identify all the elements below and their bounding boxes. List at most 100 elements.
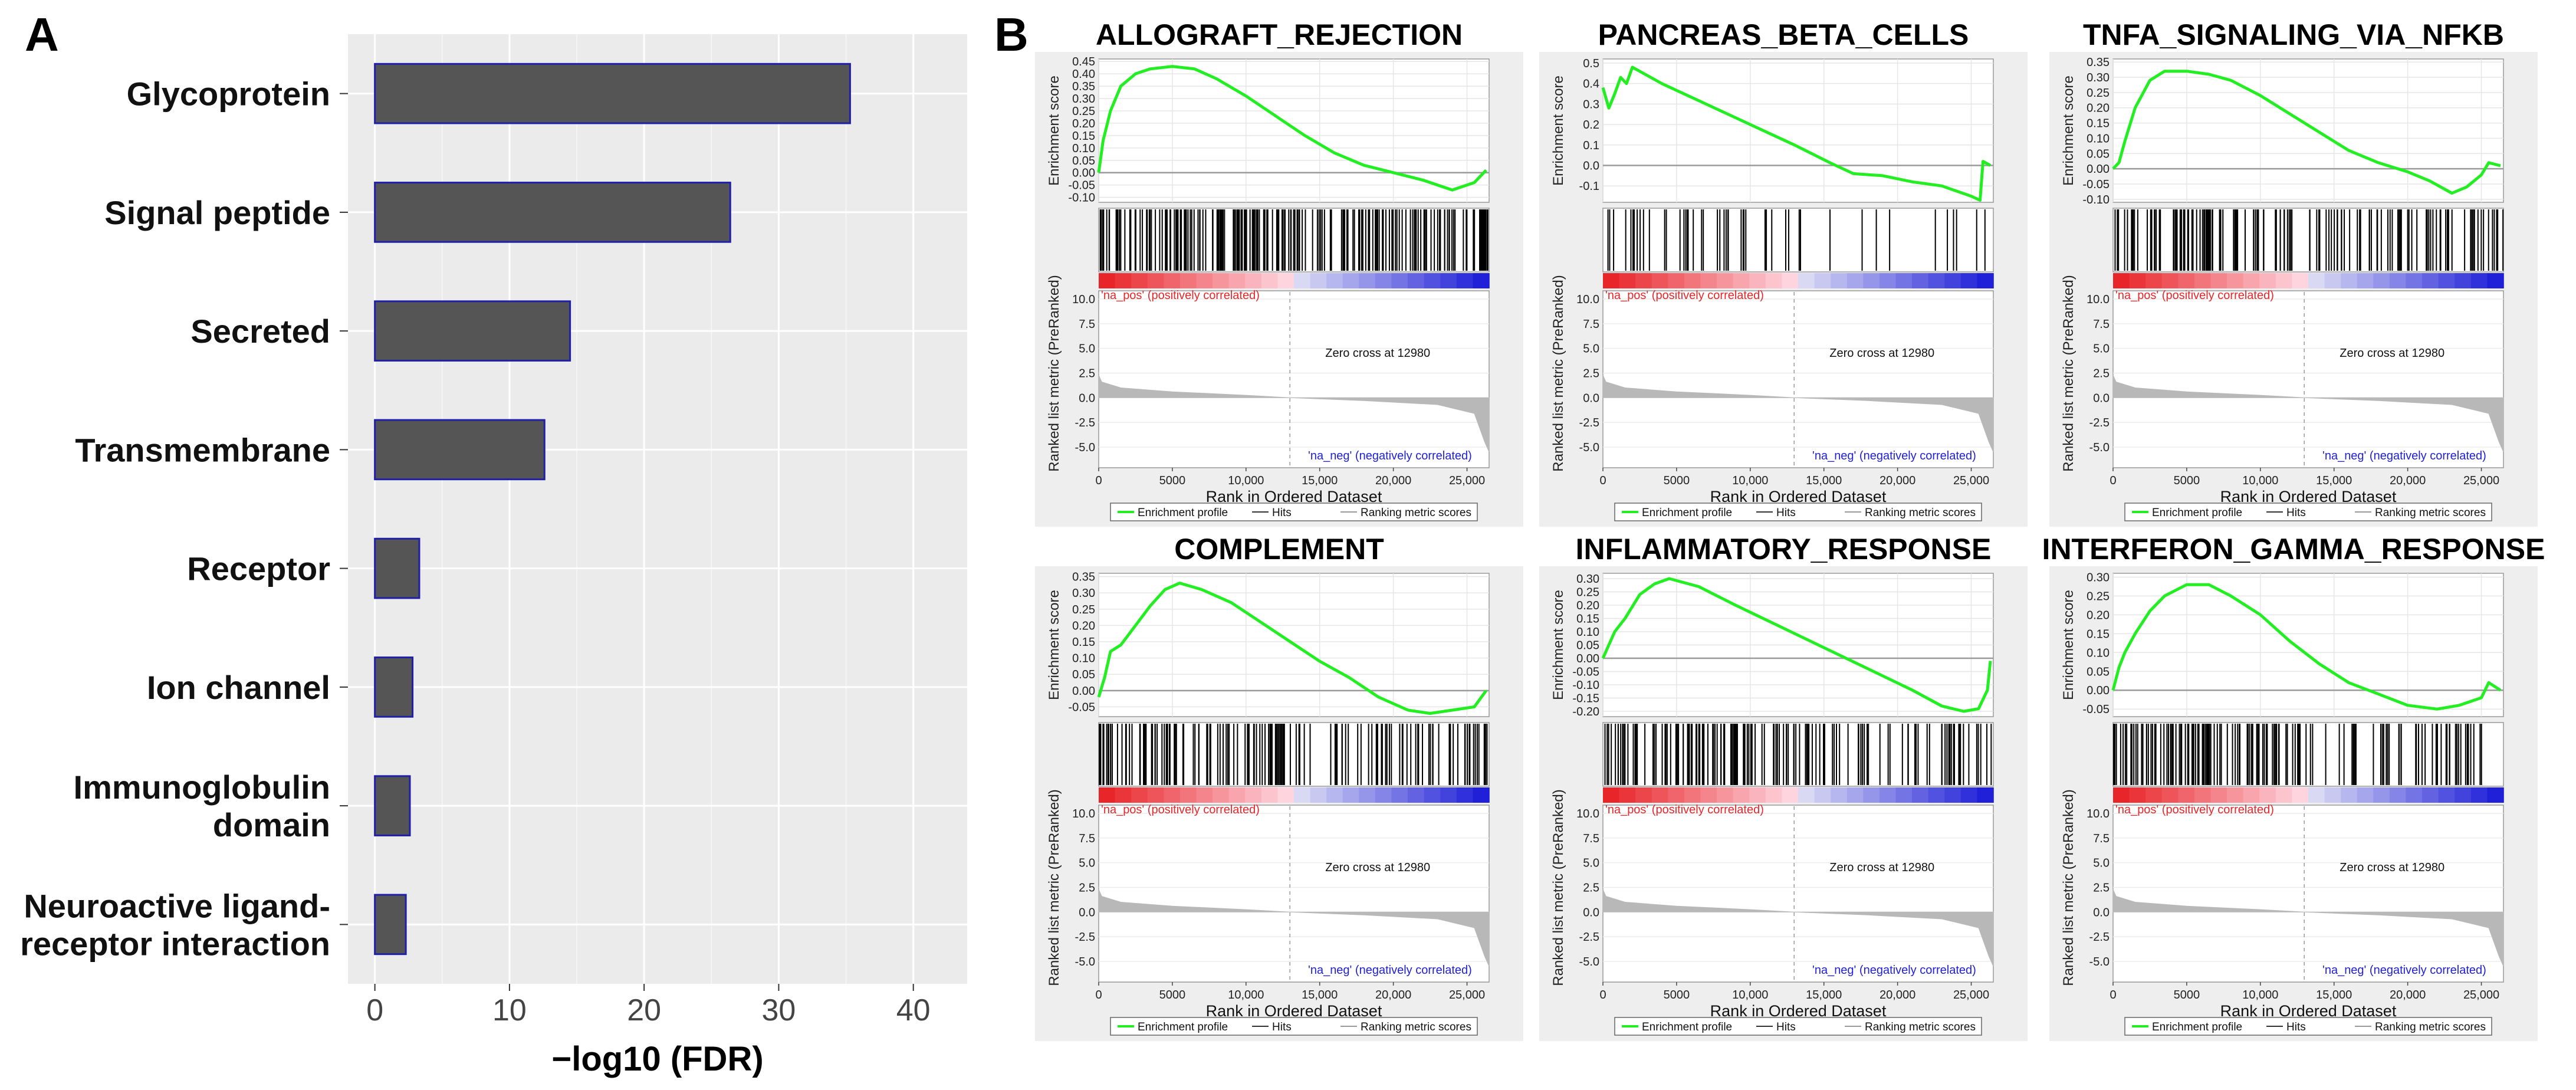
metric-tick-label: 5.0	[2093, 857, 2110, 870]
ranking-color-segment	[1147, 273, 1165, 288]
ranking-color-segment	[2406, 273, 2423, 288]
enrichment-profile-line	[2112, 70, 2501, 195]
ranking-color-segment	[2129, 787, 2146, 803]
ranking-color-segment	[1798, 787, 1815, 803]
x-axis-label: −log10 (FDR)	[551, 1040, 763, 1078]
es-tick-label: 0.05	[1072, 155, 1095, 168]
ranking-color-segment	[2422, 787, 2439, 803]
es-y-axis-label: Enrichment score	[1046, 590, 1062, 700]
legend-label: Ranking metric scores	[1865, 507, 1976, 519]
ranking-color-segment	[2178, 273, 2195, 288]
ranking-color-segment	[1294, 273, 1311, 288]
ranking-color-segment	[1213, 273, 1230, 288]
es-tick-label: 0.20	[1072, 619, 1095, 632]
legend-label: Ranking metric scores	[1361, 1021, 1471, 1033]
pos-correlated-label: 'na_pos' (positively correlated)	[1605, 289, 1764, 302]
x-tick-label: 25,000	[1449, 474, 1485, 487]
es-tick-label: -0.10	[1572, 679, 1599, 692]
metric-plot-area	[1098, 805, 1490, 983]
legend-label: Enrichment profile	[1138, 507, 1228, 519]
x-tick-label: 20,000	[1880, 989, 1915, 1002]
ranking-color-segment	[2308, 787, 2325, 803]
gsea-title: INTERFERON_GAMMA_RESPONSE	[2042, 533, 2545, 566]
metric-y-axis-label: Ranked list metric (PreRanked)	[2061, 275, 2076, 471]
ranking-color-segment	[1831, 787, 1848, 803]
legend-label: Ranking metric scores	[1865, 1021, 1976, 1033]
ranking-color-segment	[2194, 273, 2212, 288]
gsea-title: PANCREAS_BETA_CELLS	[1598, 18, 1969, 51]
ranking-color-segment	[2470, 787, 2488, 803]
ranking-color-segment	[1619, 787, 1636, 803]
x-tick-label: 5000	[1159, 474, 1186, 487]
metric-tick-label: 2.5	[1583, 367, 1599, 380]
ranking-color-segment	[1473, 273, 1490, 288]
ranking-color-segment	[2227, 787, 2244, 803]
ranking-color-segment	[1668, 787, 1685, 803]
ranking-color-segment	[2438, 273, 2456, 288]
ranking-color-segment	[1261, 273, 1279, 288]
x-tick-label: 5000	[2174, 474, 2200, 487]
category-label-line: Glycoprotein	[127, 75, 330, 113]
es-y-axis-label: Enrichment score	[2061, 590, 2076, 700]
es-tick-label: 0.30	[1576, 573, 1599, 586]
ranking-color-segment	[1326, 787, 1343, 803]
x-tick-label: 20	[627, 993, 661, 1027]
legend-label: Ranking metric scores	[1361, 507, 1471, 519]
gsea-panel-2: TNFA_SIGNALING_VIA_NFKB 0.35 0.30 0.25 0.20 0…	[2049, 18, 2538, 527]
ranking-color-segment	[1456, 787, 1474, 803]
x-tick-label: 0	[1599, 989, 1606, 1002]
bar-3	[374, 419, 546, 481]
ranking-color-segment	[1196, 787, 1213, 803]
metric-tick-label: 0.0	[1583, 906, 1599, 919]
es-tick-label: 0.25	[1072, 105, 1095, 118]
es-tick-label: 0.40	[1072, 68, 1095, 81]
ranking-color-segment	[1733, 273, 1750, 288]
bar-7	[374, 894, 407, 956]
ranking-color-segment	[1164, 273, 1181, 288]
es-tick-label: 0.25	[2087, 87, 2110, 100]
metric-tick-label: 0.0	[1079, 392, 1095, 405]
metric-tick-label: 0.0	[2093, 906, 2110, 919]
es-tick-label: 0.20	[2087, 102, 2110, 115]
x-tick-label: 10,000	[1732, 989, 1768, 1002]
ranking-color-segment	[2259, 273, 2276, 288]
legend-box	[1614, 1017, 1982, 1036]
es-tick-label: 0.00	[1072, 685, 1095, 698]
es-y-axis-label: Enrichment score	[1046, 75, 1062, 186]
ranking-color-segment	[1228, 273, 1246, 288]
ranking-color-segment	[2210, 273, 2227, 288]
metric-y-axis-label: Ranked list metric (PreRanked)	[1046, 789, 1062, 986]
hits-area	[1602, 722, 1994, 787]
legend-box	[1110, 503, 1478, 521]
es-tick-label: -0.05	[1068, 179, 1095, 192]
metric-plot-area	[2112, 805, 2504, 983]
ranking-color-segment	[1277, 787, 1294, 803]
ranking-color-segment	[1310, 787, 1327, 803]
es-y-axis-label: Enrichment score	[2061, 75, 2076, 186]
metric-tick-label: -2.5	[2089, 931, 2110, 944]
es-tick-label: 0.15	[1072, 636, 1095, 649]
es-tick-label: 0.30	[2087, 571, 2110, 584]
ranking-color-segment	[1115, 273, 1132, 288]
es-tick-label: 0.10	[1072, 142, 1095, 155]
category-label-line: Receptor	[187, 550, 330, 587]
x-tick-label: 0	[1095, 989, 1102, 1002]
ranking-metric-area	[2112, 889, 2504, 967]
bar-4	[374, 537, 420, 599]
metric-tick-label: 5.0	[1583, 343, 1599, 356]
ranking-color-segment	[1375, 273, 1392, 288]
enrichment-profile-line	[1097, 65, 1487, 192]
ranking-color-segment	[1179, 273, 1197, 288]
ranking-color-segment	[1342, 273, 1360, 288]
category-label-1: Signal peptide	[104, 194, 330, 231]
es-tick-label: 0.3	[1583, 98, 1599, 111]
legend-box	[2124, 503, 2492, 521]
ranking-color-segment	[2324, 273, 2341, 288]
ranking-color-segment	[2243, 273, 2260, 288]
es-tick-label: 0.05	[1576, 639, 1599, 652]
ranking-color-segment	[1960, 273, 1978, 288]
ranking-color-segment	[1408, 787, 1425, 803]
metric-tick-label: -5.0	[1579, 956, 1599, 968]
x-tick-label: 20,000	[2390, 989, 2426, 1002]
legend-label: Enrichment profile	[1642, 1021, 1732, 1033]
